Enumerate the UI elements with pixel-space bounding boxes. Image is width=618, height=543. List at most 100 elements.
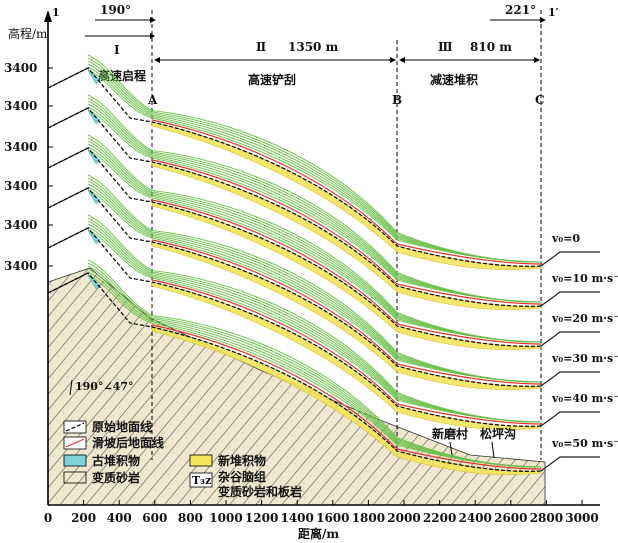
speed-label: v₀=30 m·s⁻¹ xyxy=(551,352,618,365)
legend-original-label: 原始地面线 xyxy=(92,419,152,434)
place-songping: 松坪沟 xyxy=(480,426,516,441)
y-axis-arrow xyxy=(44,10,52,22)
x-tick-label: 400 xyxy=(107,511,132,525)
ancient-deposit xyxy=(87,149,101,165)
x-tick-label: 600 xyxy=(142,511,167,525)
speed-label: v₀=50 m·s⁻¹ xyxy=(551,437,618,450)
profile-row xyxy=(47,134,600,350)
legend-formation-line1: 杂谷脑组 xyxy=(218,469,266,484)
profile-row xyxy=(47,259,600,475)
angle-start-label: 190° xyxy=(100,3,131,17)
ancient-deposit xyxy=(87,69,101,85)
original-surface-line xyxy=(47,272,542,472)
original-surface-line xyxy=(47,67,542,267)
y-axis-label: 高程/m xyxy=(8,26,48,41)
trajectory-line xyxy=(87,174,542,383)
point-A: A xyxy=(147,93,158,107)
x-tick-label: 1400 xyxy=(280,511,313,525)
x-tick-label: 1600 xyxy=(316,511,349,525)
zone3-length: 810 m xyxy=(470,40,512,54)
profiles xyxy=(47,54,600,475)
x-ticks: 0 200 400 600 800 1000 1200 1400 1600 1800 2000 220… xyxy=(44,500,599,525)
post-slide-line xyxy=(151,279,542,425)
trajectory-line xyxy=(87,134,542,343)
zone1-id: Ⅰ xyxy=(114,43,120,57)
section-start-label: 1 xyxy=(52,6,60,19)
exit-line xyxy=(540,371,600,387)
original-surface-line xyxy=(47,227,542,427)
legend-swatch-new xyxy=(189,454,213,467)
x-tick-label: 200 xyxy=(71,511,96,525)
y-tick-labels: 3400 3400 3400 3400 3400 3400 xyxy=(4,61,53,273)
exit-line xyxy=(540,251,600,267)
x-tick-label: 2800 xyxy=(530,511,563,525)
legend-ancient-label: 古堆积物 xyxy=(92,453,140,468)
y-tick-label: 3400 xyxy=(4,140,37,154)
ancient-deposit xyxy=(87,274,101,290)
exit-line xyxy=(540,331,600,347)
y-tick-label: 3400 xyxy=(4,61,37,75)
x-axis-label: 距离/m xyxy=(298,526,339,541)
profile-row xyxy=(47,174,600,390)
x-tick-label: 1200 xyxy=(245,511,278,525)
x-tick-label: 3000 xyxy=(565,511,598,525)
legend-post-label: 滑坡后地面线 xyxy=(92,435,164,450)
zone2-label: 高速铲刮 xyxy=(248,72,296,87)
profile-row xyxy=(47,94,600,310)
zone3-id: Ⅲ xyxy=(438,40,453,54)
exit-line xyxy=(540,291,600,307)
trajectory-line xyxy=(87,214,542,423)
x-tick-label: 1000 xyxy=(209,511,242,525)
zone3-label: 减速堆积 xyxy=(430,72,478,87)
post-slide-line xyxy=(151,119,542,265)
zone1-arrow xyxy=(150,33,155,39)
original-surface-line xyxy=(47,147,542,347)
profile-row xyxy=(47,54,600,270)
exit-line xyxy=(540,456,600,472)
post-slide-line xyxy=(151,324,542,470)
zone3-arrow-right xyxy=(534,57,540,63)
speed-label: v₀=20 m·s⁻¹ xyxy=(551,312,618,325)
legend-post-line xyxy=(65,438,85,448)
speed-label: v₀=0 xyxy=(551,232,580,245)
dip-marker xyxy=(69,379,73,396)
legend-swatch-ancient xyxy=(63,454,87,467)
trajectory-line xyxy=(87,54,542,263)
original-surface-line xyxy=(47,107,542,307)
original-surface-line xyxy=(47,187,542,387)
post-slide-line xyxy=(151,199,542,345)
angle-end-label: 221° xyxy=(505,3,536,17)
y-tick-label: 3400 xyxy=(4,259,37,273)
legend-swatch-meta xyxy=(63,471,87,484)
x-tick-label: 2600 xyxy=(494,511,527,525)
x-tick-label: 1800 xyxy=(352,511,385,525)
trajectory-line xyxy=(87,259,542,468)
angle-start-arrow xyxy=(150,17,156,23)
y-tick-label: 3400 xyxy=(4,179,37,193)
zone2-arrow-left xyxy=(154,57,160,63)
speed-label: v₀=10 m·s⁻¹ xyxy=(551,272,618,285)
y-tick-label: 3400 xyxy=(4,218,37,232)
legend-new-label: 新堆积物 xyxy=(218,453,266,468)
section-end-label: 1′ xyxy=(548,6,559,19)
zone3-arrow-left xyxy=(399,57,405,63)
point-B: B xyxy=(392,93,402,107)
trajectory-line xyxy=(87,94,542,303)
y-tick-label: 3400 xyxy=(4,99,37,113)
x-tick-label: 2200 xyxy=(423,511,456,525)
ancient-deposit xyxy=(87,229,101,245)
legend-formation-symbol: T₃z xyxy=(192,474,211,487)
x-tick-label: 800 xyxy=(178,511,203,525)
legend-meta-label: 变质砂岩 xyxy=(92,470,140,485)
ancient-deposit xyxy=(87,109,101,125)
zone2-length: 1350 m xyxy=(288,40,339,54)
place-xinmo: 新磨村 xyxy=(432,426,468,441)
legend-original-line xyxy=(65,422,85,432)
speed-label: v₀=40 m·s⁻¹ xyxy=(551,392,618,405)
zone2-id: Ⅱ xyxy=(256,40,266,54)
exit-line xyxy=(540,411,600,427)
post-slide-line xyxy=(151,239,542,385)
place-songping-pointer xyxy=(491,441,495,459)
post-slide-line xyxy=(151,159,542,305)
